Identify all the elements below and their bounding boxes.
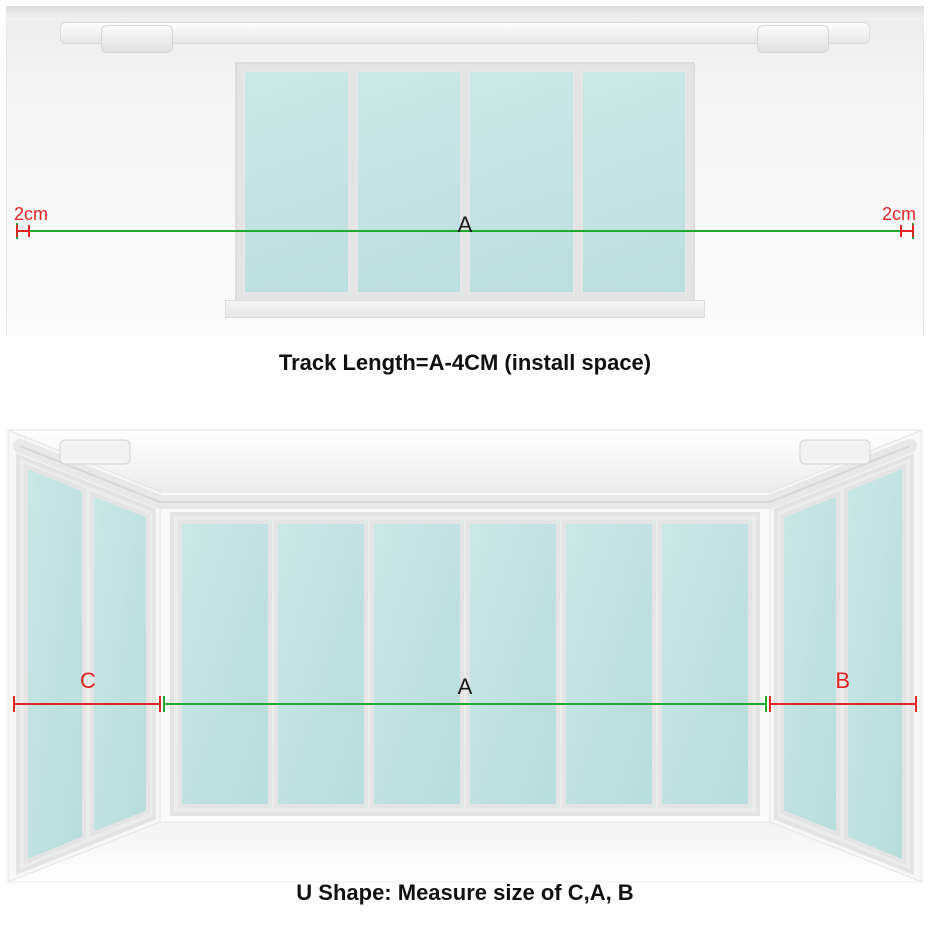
window-sill	[225, 300, 705, 318]
dimension-label-b: B	[835, 668, 850, 694]
diagram-u-shape-track: A C B U Shape: Measure size of C,A, B	[0, 420, 930, 930]
gap-label-left: 2cm	[14, 204, 48, 225]
caption-bottom: U Shape: Measure size of C,A, B	[0, 880, 930, 906]
gap-label-right: 2cm	[882, 204, 916, 225]
window-pane	[581, 70, 688, 294]
window	[235, 62, 695, 302]
window-pane	[243, 70, 350, 294]
gap-marker-right	[900, 230, 914, 232]
window-pane	[468, 70, 575, 294]
diagram-straight-track: A 2cm 2cm Track Length=A-4CM (install sp…	[0, 0, 930, 420]
gap-marker-left	[16, 230, 30, 232]
room-2: A C B U Shape: Measure size of C,A, B	[0, 422, 930, 930]
dimension-label-a: A	[458, 674, 473, 700]
dimension-label-c: C	[80, 668, 96, 694]
curtain-track-icon	[60, 22, 870, 44]
room-1: A 2cm 2cm Track Length=A-4CM (install sp…	[0, 0, 930, 420]
dimension-label-a: A	[458, 212, 473, 238]
caption-top: Track Length=A-4CM (install space)	[0, 350, 930, 376]
ceiling	[6, 6, 924, 20]
window-pane	[356, 70, 463, 294]
